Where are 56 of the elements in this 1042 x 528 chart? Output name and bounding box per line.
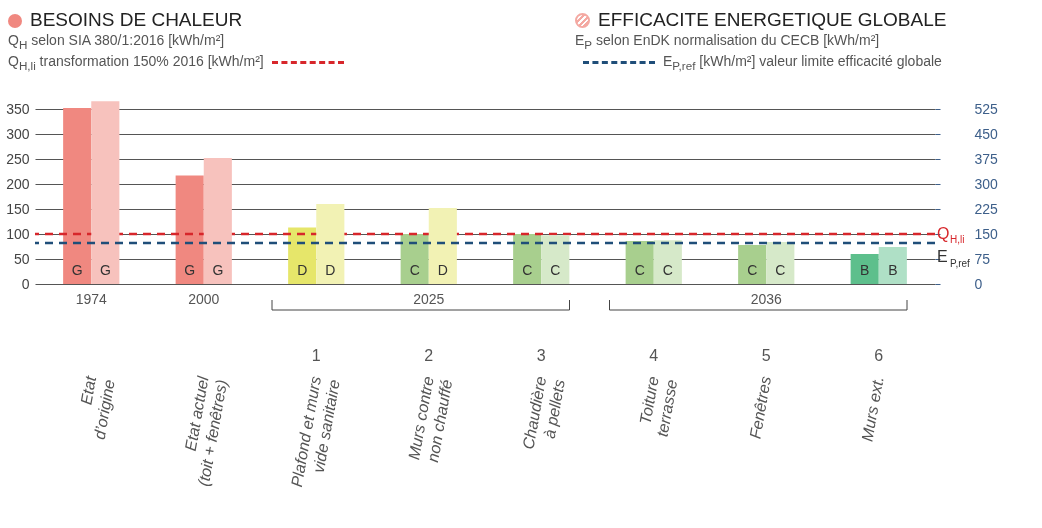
x-tick-label: Etat actuel (toit + fenêtres) bbox=[181, 374, 231, 488]
y2-tick-label: 225 bbox=[974, 200, 999, 217]
data-label: D bbox=[325, 262, 336, 278]
data-label: G bbox=[71, 262, 83, 278]
text: 5 bbox=[761, 347, 771, 364]
legend-label: EFFICACITE ENERGETIQUE GLOBALE bbox=[598, 9, 947, 30]
text: 1 bbox=[311, 347, 321, 364]
text: 2025 bbox=[413, 291, 445, 307]
y2-tick-label: 450 bbox=[974, 125, 999, 142]
y-tick-label: 0 bbox=[21, 275, 30, 292]
text: 2000 bbox=[188, 291, 220, 307]
y2-axis-title: E$_{P}$ selon EnDK normalisation du CECB [kWh/m²] bbox=[575, 32, 881, 53]
text: 3 bbox=[536, 347, 546, 364]
data-label: C bbox=[409, 262, 420, 278]
text: 2 bbox=[424, 347, 434, 364]
data-label: B bbox=[860, 262, 870, 278]
data-label: C bbox=[550, 262, 561, 278]
y-tick-label: 100 bbox=[6, 225, 30, 242]
data-label: D bbox=[437, 262, 448, 278]
data-label: G bbox=[99, 262, 111, 278]
text: 4 bbox=[649, 347, 659, 364]
y2-tick-label: 375 bbox=[974, 150, 999, 167]
data-label: B bbox=[888, 262, 898, 278]
data-label: C bbox=[662, 262, 673, 278]
x-tick-label: Murs contre non chauffé bbox=[405, 374, 456, 464]
data-label: G bbox=[212, 262, 224, 278]
y2-tick-label: 75 bbox=[974, 250, 991, 267]
y-tick-label: 300 bbox=[6, 125, 30, 142]
x-tick-label: Plafond et murs vide sanitaire bbox=[287, 374, 343, 489]
y-tick-label: 200 bbox=[6, 175, 30, 192]
data-label: C bbox=[634, 262, 645, 278]
data-label: C bbox=[747, 262, 758, 278]
x-tick-label: Etat d’origine bbox=[77, 374, 118, 441]
y2-tick-label: 0 bbox=[974, 275, 983, 292]
data-label: C bbox=[522, 262, 533, 278]
y2-tick-label: 150 bbox=[974, 225, 999, 242]
legend-label: BESOINS DE CHALEUR bbox=[30, 9, 243, 30]
data-label: G bbox=[184, 262, 196, 278]
x-tick-label: Chaudière à pellets bbox=[519, 374, 568, 451]
text: 1974 bbox=[75, 291, 108, 307]
text: 2036 bbox=[750, 291, 783, 307]
y-tick-label: 350 bbox=[6, 100, 30, 117]
x-tick-label: Murs ext. bbox=[858, 374, 887, 443]
x-tick-label: Fenêtres bbox=[746, 374, 775, 441]
text: Q$_{H,li}$ transformation 150% 2016 [kWh/m²] bbox=[8, 52, 265, 74]
y-tick-label: 50 bbox=[13, 250, 30, 267]
y-axis-title: Q$_{H}$ selon SIA 380/1:2016 [kWh/m²] bbox=[8, 32, 226, 53]
y-tick-label: 250 bbox=[6, 150, 30, 167]
data-label: D bbox=[297, 262, 308, 278]
text: E$_{P,ref}$ [kWh/m²] valeur limite efficacité globale bbox=[662, 52, 943, 74]
y2-tick-label: 525 bbox=[974, 100, 999, 117]
data-label: C bbox=[775, 262, 786, 278]
text: 6 bbox=[874, 347, 884, 364]
y-tick-label: 150 bbox=[6, 200, 30, 217]
x-tick-label: Toiture terrasse bbox=[636, 374, 681, 439]
y2-tick-label: 300 bbox=[974, 175, 999, 192]
